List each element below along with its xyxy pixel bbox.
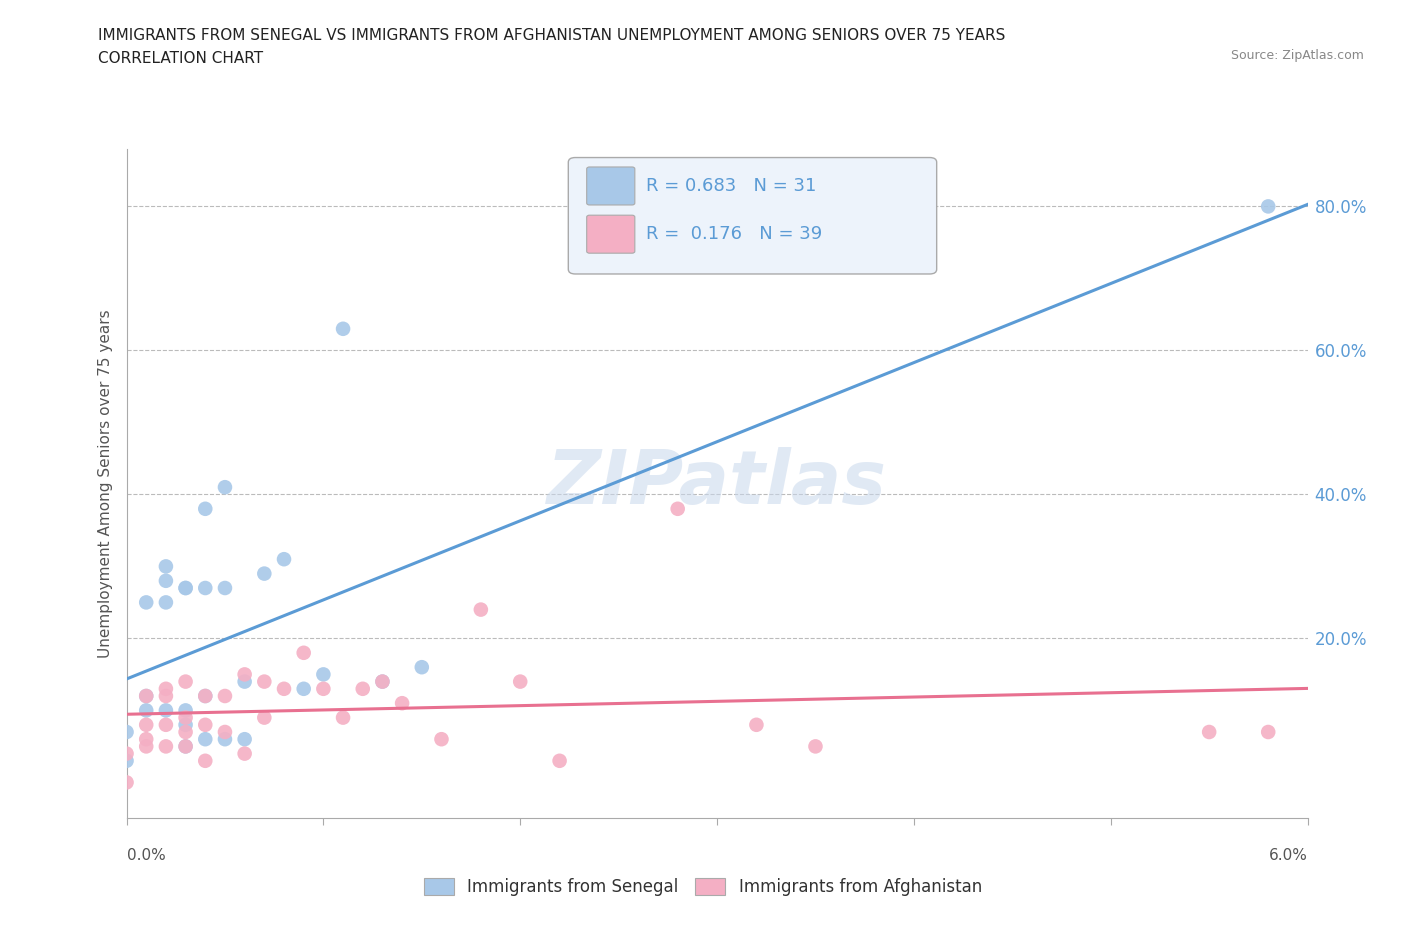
Point (155, 739, 177, 754)
Point (194, 732, 217, 747)
Point (371, 674, 394, 689)
Point (174, 717, 197, 732)
Point (194, 688, 217, 703)
Point (253, 711, 276, 725)
Point (371, 674, 394, 689)
Point (194, 753, 217, 768)
Legend: Immigrants from Senegal, Immigrants from Afghanistan: Immigrants from Senegal, Immigrants from… (418, 871, 988, 903)
Point (214, 724, 236, 739)
Point (253, 674, 276, 689)
Point (548, 753, 571, 768)
Point (214, 688, 236, 703)
Point (155, 688, 177, 703)
Text: Source: ZipAtlas.com: Source: ZipAtlas.com (1230, 49, 1364, 62)
Point (135, 688, 157, 703)
Text: R =  0.176   N = 39: R = 0.176 N = 39 (647, 225, 823, 243)
Point (253, 566, 276, 581)
Point (194, 580, 217, 595)
Point (155, 717, 177, 732)
Point (411, 659, 433, 674)
Point (155, 682, 177, 697)
Point (135, 688, 157, 703)
Point (174, 580, 197, 595)
Point (391, 696, 413, 711)
Text: CORRELATION CHART: CORRELATION CHART (98, 51, 263, 66)
Point (292, 645, 315, 660)
Point (332, 711, 354, 725)
Point (292, 682, 315, 697)
Point (666, 501, 689, 516)
Point (155, 595, 177, 610)
Point (135, 717, 157, 732)
Text: IMMIGRANTS FROM SENEGAL VS IMMIGRANTS FROM AFGHANISTAN UNEMPLOYMENT AMONG SENIOR: IMMIGRANTS FROM SENEGAL VS IMMIGRANTS FR… (98, 28, 1005, 43)
Point (194, 717, 217, 732)
Point (470, 602, 492, 617)
Point (115, 753, 138, 768)
Y-axis label: Unemployment Among Seniors over 75 years: Unemployment Among Seniors over 75 years (98, 310, 114, 658)
Point (135, 739, 157, 754)
Point (233, 746, 256, 761)
Point (174, 703, 197, 718)
Point (174, 724, 197, 739)
Point (804, 739, 827, 754)
Point (194, 688, 217, 703)
Point (194, 501, 217, 516)
Point (214, 480, 236, 495)
Point (745, 717, 768, 732)
Text: 0.0%: 0.0% (127, 848, 166, 863)
Point (174, 674, 197, 689)
Point (115, 775, 138, 790)
Point (312, 682, 335, 697)
Point (115, 724, 138, 739)
Text: R = 0.683   N = 31: R = 0.683 N = 31 (647, 177, 817, 195)
Point (430, 732, 453, 747)
Point (174, 739, 197, 754)
Point (174, 739, 197, 754)
Point (135, 732, 157, 747)
Point (233, 674, 256, 689)
Point (352, 682, 374, 697)
Point (233, 667, 256, 682)
Point (115, 746, 138, 761)
Point (233, 732, 256, 747)
Point (135, 595, 157, 610)
Point (332, 322, 354, 337)
Text: 6.0%: 6.0% (1268, 848, 1308, 863)
Point (214, 580, 236, 595)
Point (155, 574, 177, 589)
Point (174, 711, 197, 725)
Point (1198, 724, 1220, 739)
Point (1257, 199, 1279, 214)
Point (1257, 724, 1279, 739)
Point (174, 580, 197, 595)
Point (509, 674, 531, 689)
Point (273, 551, 295, 566)
Point (135, 703, 157, 718)
Point (155, 559, 177, 574)
Text: ZIPatlas: ZIPatlas (547, 447, 887, 520)
Point (312, 667, 335, 682)
Point (155, 703, 177, 718)
Point (214, 732, 236, 747)
Point (273, 682, 295, 697)
